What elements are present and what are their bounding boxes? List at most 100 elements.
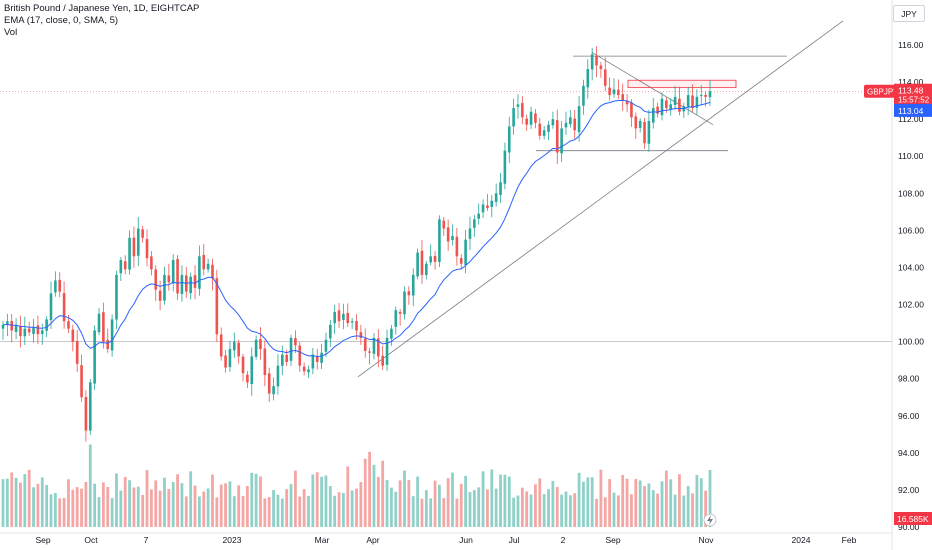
- candle-body: [176, 259, 179, 294]
- volume-bar: [202, 491, 206, 527]
- volume-bar: [398, 480, 402, 527]
- volume-bar: [84, 481, 88, 527]
- candle-body: [569, 117, 572, 125]
- candle-body: [385, 337, 389, 365]
- volume-bar: [189, 471, 193, 527]
- candle-body: [355, 321, 358, 331]
- candle-body: [150, 256, 153, 270]
- candle-body: [473, 219, 476, 228]
- volume-bar: [372, 464, 376, 527]
- candle-body: [521, 103, 524, 118]
- legend-indicator[interactable]: EMA (17, close, 0, SMA, 5): [4, 15, 119, 26]
- volume-bar: [71, 489, 75, 527]
- candle-body: [477, 213, 480, 219]
- volume-bar: [167, 488, 171, 527]
- candle-body: [219, 334, 223, 357]
- volume-bar: [708, 469, 712, 527]
- candle-body: [19, 325, 22, 337]
- x-tick-label: Apr: [366, 535, 379, 545]
- y-tick-label: 110.00: [898, 151, 924, 161]
- volume-bar: [250, 472, 254, 527]
- candle-body: [189, 276, 192, 294]
- candle-body: [577, 106, 581, 133]
- volume-bar: [307, 495, 310, 527]
- volume-bar: [67, 479, 70, 527]
- volume-bar: [525, 491, 529, 527]
- legend-volume[interactable]: Vol: [4, 27, 18, 38]
- volume-bar: [699, 478, 703, 527]
- candle-body: [123, 261, 127, 270]
- symbol-badge-label: GBPJPY: [867, 88, 899, 97]
- volume-bar: [315, 472, 319, 527]
- ema-line: [2, 100, 711, 358]
- volume-bar: [704, 490, 708, 527]
- candle-body: [656, 106, 659, 114]
- candle-body: [490, 200, 494, 207]
- volume-bar: [115, 473, 118, 527]
- candle-body: [699, 95, 703, 97]
- volume-bar: [599, 469, 603, 527]
- candle-body: [368, 351, 371, 353]
- candle-body: [433, 256, 437, 262]
- y-tick-label: 100.00: [898, 337, 924, 347]
- volume-bar: [499, 474, 502, 527]
- volume-bar: [23, 474, 27, 527]
- candle-body: [411, 274, 415, 296]
- candle-body: [494, 193, 498, 202]
- y-tick-label: 98.00: [898, 374, 920, 384]
- volume-bar: [88, 444, 92, 527]
- volume-bar: [486, 489, 489, 527]
- volume-bar: [682, 495, 686, 527]
- volume-bar: [691, 493, 694, 527]
- currency-button[interactable]: JPY: [893, 5, 925, 22]
- x-tick-label: Sep: [35, 535, 50, 545]
- volume-bar: [438, 484, 441, 527]
- legend-title[interactable]: British Pound / Japanese Yen, 1D, EIGHTC…: [4, 3, 200, 14]
- y-tick-label: 96.00: [898, 411, 920, 421]
- lightning-icon: [707, 515, 713, 525]
- candle-body: [599, 65, 603, 70]
- ema-badge: [894, 103, 932, 117]
- volume-bar: [385, 480, 389, 527]
- candle-body: [163, 274, 166, 301]
- candle-body: [464, 239, 467, 266]
- volume-bar: [411, 496, 415, 527]
- volume-bar: [433, 480, 437, 527]
- candle-body: [372, 337, 376, 354]
- candle-body: [215, 278, 219, 335]
- chart-legend: British Pound / Japanese Yen, 1D, EIGHTC…: [4, 3, 199, 39]
- y-tick-label: 112.00: [898, 114, 924, 124]
- candle-body: [84, 397, 88, 431]
- candle-body: [643, 121, 646, 144]
- candle-body: [481, 204, 485, 213]
- candle-body: [542, 130, 546, 136]
- volume-bar: [468, 492, 472, 527]
- candle-body: [167, 275, 171, 283]
- volume-bar: [429, 498, 433, 527]
- volume-bar: [507, 476, 511, 527]
- volume-bar: [40, 477, 44, 527]
- volume-bar: [58, 498, 62, 527]
- volume-bar: [298, 496, 302, 527]
- candle-body: [67, 321, 70, 329]
- uptrend-line: [357, 20, 844, 378]
- volume-bar: [464, 475, 468, 527]
- candle-body: [272, 386, 275, 395]
- candle-body: [307, 369, 310, 373]
- volume-bar: [346, 466, 350, 527]
- volume-bar: [149, 489, 153, 527]
- candle-body: [560, 128, 563, 154]
- candle-body: [110, 319, 114, 351]
- volume-bar: [359, 482, 363, 527]
- volume-bar: [678, 474, 681, 527]
- volume-bar: [630, 494, 633, 527]
- volume-bar: [53, 492, 57, 527]
- candle-body: [311, 354, 315, 369]
- volume-bar: [110, 498, 114, 527]
- volume-bar: [106, 486, 110, 527]
- volume-bar: [5, 478, 9, 527]
- candle-body: [529, 111, 533, 125]
- candle-body: [6, 321, 9, 325]
